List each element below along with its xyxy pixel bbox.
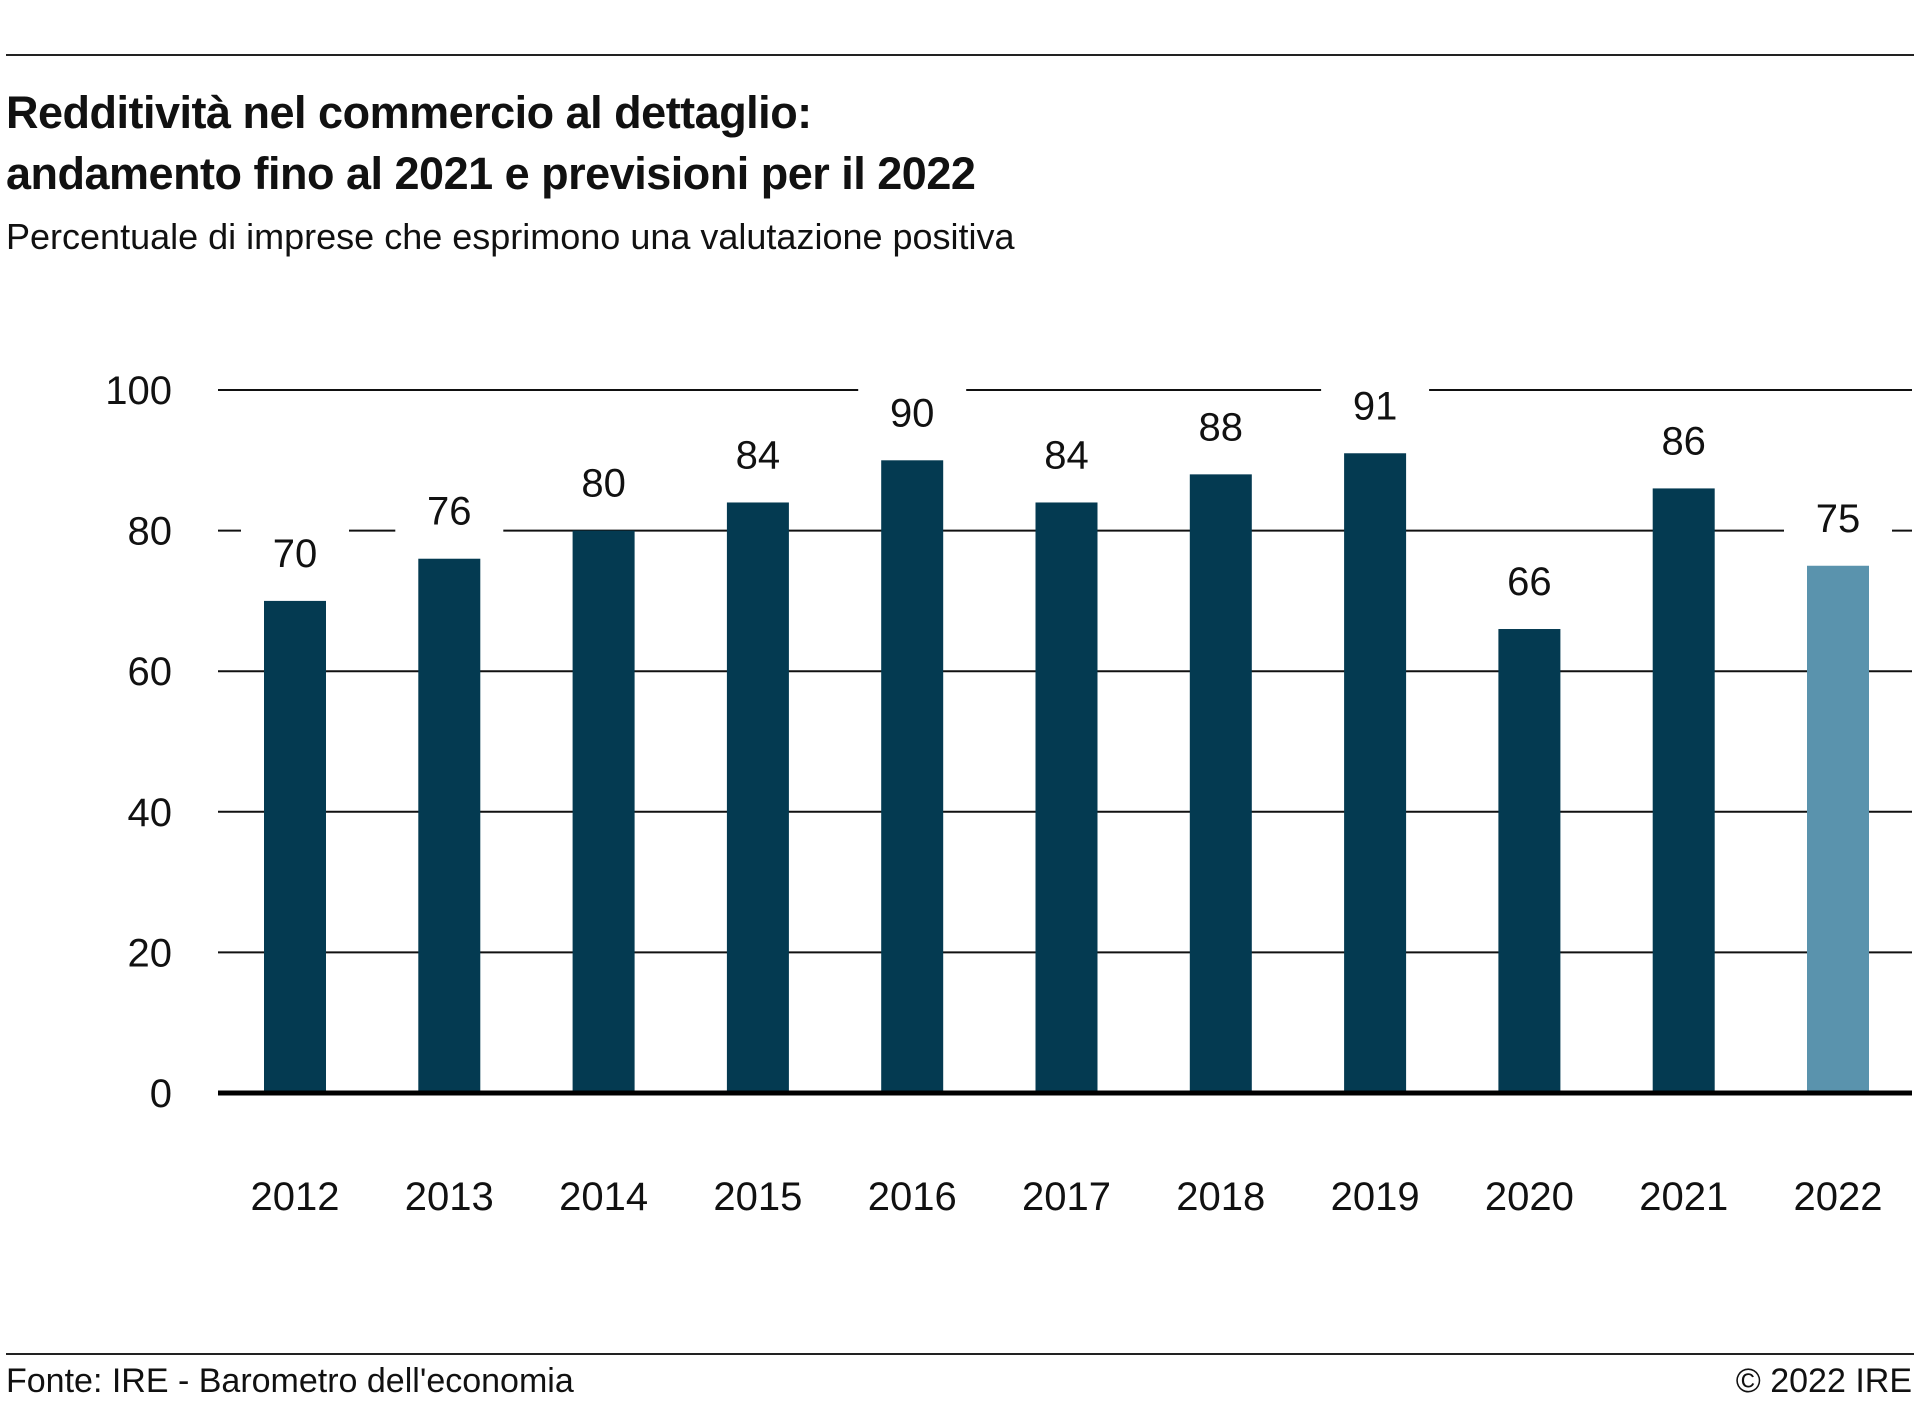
bar-2021: [1652, 488, 1715, 1093]
value-label-2019: 91: [1353, 384, 1398, 428]
value-label-2014: 80: [581, 462, 626, 506]
bar-2012: [264, 600, 326, 1093]
bar-2022: [1807, 565, 1869, 1093]
copyright-note: © 2022 IRE: [1735, 1362, 1912, 1400]
value-label-2020: 66: [1507, 560, 1552, 604]
bar-2014: [572, 530, 635, 1093]
bar-2018: [1189, 474, 1252, 1093]
x-tick-label-2022: 2022: [1794, 1175, 1883, 1219]
value-label-2018: 88: [1199, 405, 1244, 449]
value-label-2022: 75: [1816, 497, 1861, 541]
y-tick-label: 0: [150, 1072, 172, 1116]
bar-2017: [1035, 502, 1098, 1094]
x-tick-label-2014: 2014: [559, 1175, 648, 1219]
bars: [264, 453, 1869, 1094]
y-tick-label: 60: [128, 650, 173, 694]
chart-subtitle: Percentuale di imprese che esprimono una…: [6, 216, 1015, 257]
y-tick-label: 100: [105, 369, 172, 413]
top-rule: [6, 54, 1914, 56]
bar-2013: [418, 558, 481, 1093]
axes: 0 20 40 60 80 100 2012 2013 2014 2015 2016 2017 2018…: [105, 369, 1912, 1219]
bar-2019: [1344, 453, 1407, 1093]
data-labels: 70 76 80 84 90 84 88 91 66 86 75: [273, 384, 1861, 604]
value-label-2015: 84: [736, 433, 781, 477]
value-label-2016: 90: [890, 391, 935, 435]
bar-2020: [1498, 629, 1561, 1093]
value-label-2013: 76: [427, 490, 472, 534]
x-tick-label-2015: 2015: [713, 1175, 802, 1219]
x-tick-label-2017: 2017: [1022, 1175, 1111, 1219]
bar-2015: [726, 502, 789, 1094]
x-tick-label-2016: 2016: [868, 1175, 957, 1219]
x-tick-label-2012: 2012: [251, 1175, 340, 1219]
y-tick-label: 40: [128, 791, 173, 835]
bar-chart: 70 76 80 84 90 84 88 91 66 86 75 0 20 40 60 80 100 2012 2…: [105, 369, 1912, 1219]
chart-title: Redditività nel commercio al dettaglio: …: [6, 82, 976, 204]
chart-title-line-1: Redditività nel commercio al dettaglio:: [6, 87, 812, 138]
y-tick-label: 80: [128, 510, 173, 554]
source-note: Fonte: IRE - Barometro dell'economia: [6, 1362, 574, 1400]
x-tick-label-2021: 2021: [1639, 1175, 1728, 1219]
x-tick-label-2018: 2018: [1176, 1175, 1265, 1219]
value-label-2017: 84: [1044, 433, 1089, 477]
value-label-2012: 70: [273, 532, 318, 576]
bottom-rule: [6, 1353, 1914, 1355]
x-tick-label-2013: 2013: [405, 1175, 494, 1219]
x-tick-label-2020: 2020: [1485, 1175, 1574, 1219]
bar-2016: [881, 460, 944, 1093]
value-label-2021: 86: [1661, 419, 1706, 463]
y-tick-label: 20: [128, 931, 173, 975]
chart-title-line-2: andamento fino al 2021 e previsioni per …: [6, 148, 976, 199]
x-tick-label-2019: 2019: [1331, 1175, 1420, 1219]
